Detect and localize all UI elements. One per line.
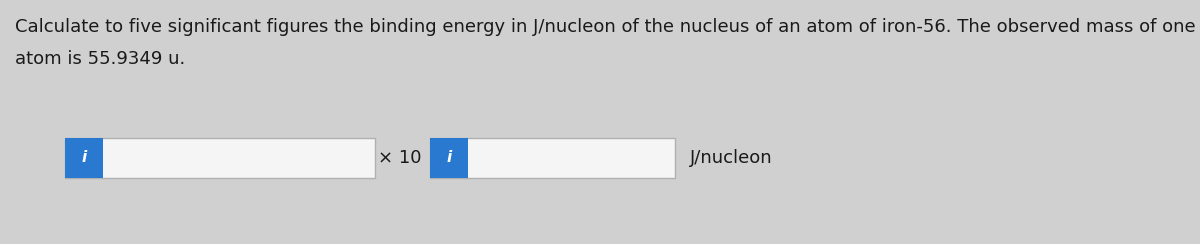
Text: i: i [446,151,451,165]
Text: i: i [82,151,86,165]
Text: J/nucleon: J/nucleon [690,149,773,167]
Bar [65,138,374,178]
Bar [430,138,468,178]
Bar [430,138,674,178]
Text: atom is 55.9349 u.: atom is 55.9349 u. [14,50,185,68]
Text: Calculate to five significant figures the binding energy in J/nucleon of the nuc: Calculate to five significant figures th… [14,18,1195,36]
Bar [65,138,103,178]
Text: × 10: × 10 [378,149,421,167]
